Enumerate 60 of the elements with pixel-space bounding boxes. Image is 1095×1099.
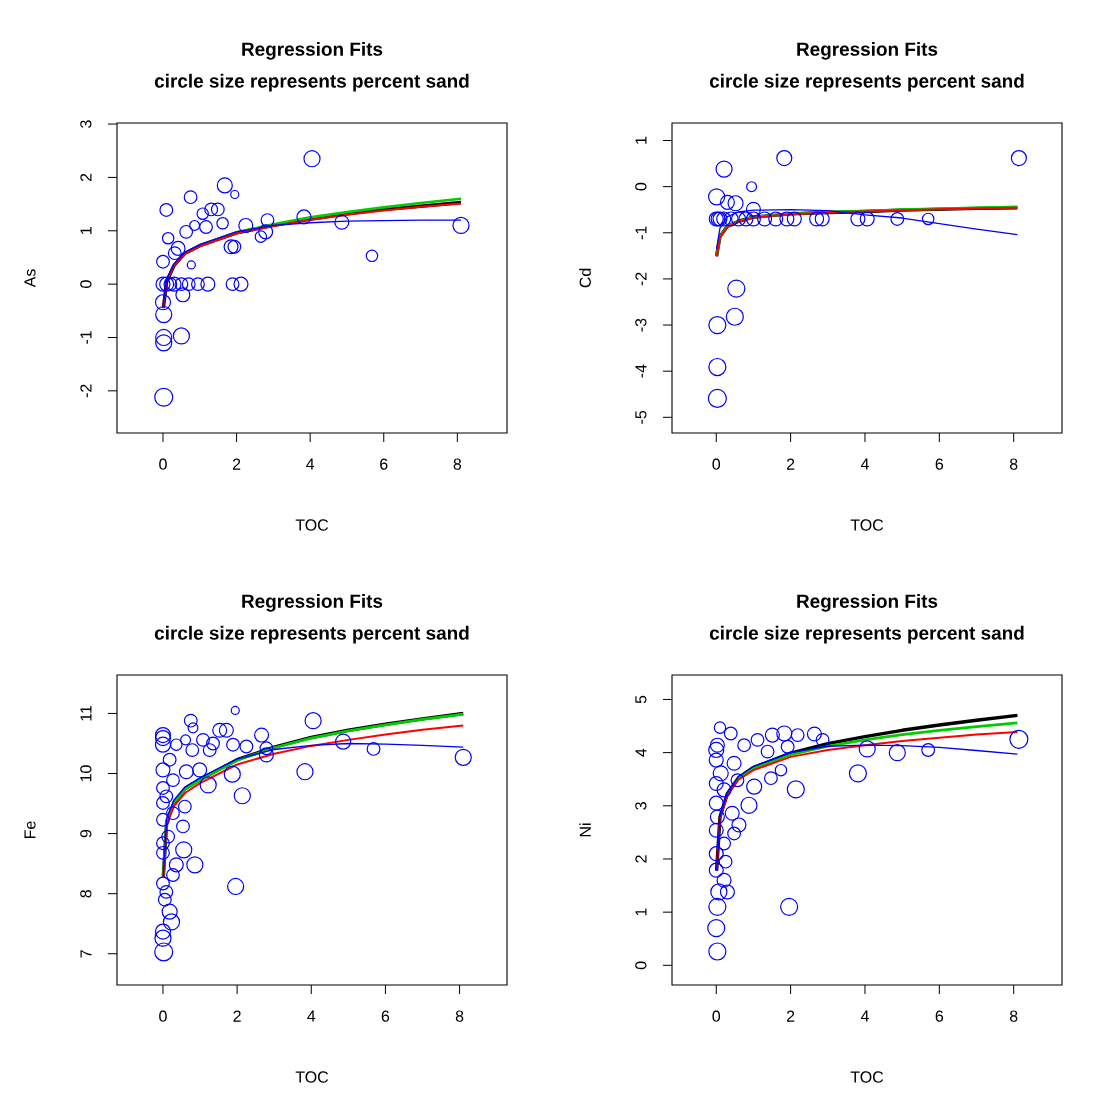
- x-tick-label: 2: [232, 458, 241, 470]
- x-tick-label: 4: [306, 458, 315, 470]
- x-tick-label: 0: [712, 1010, 721, 1022]
- chart-title: Regression Fits: [242, 41, 383, 60]
- x-tick-label: 0: [159, 1010, 167, 1022]
- x-tick-label: 8: [1009, 1010, 1018, 1022]
- y-tick-label: 1: [635, 136, 647, 144]
- x-tick-label: 8: [453, 458, 462, 470]
- x-tick-label: 4: [307, 1010, 316, 1022]
- y-tick-label: 2: [635, 855, 647, 863]
- x-tick-label: 8: [1009, 458, 1018, 470]
- y-tick-label: 9: [80, 829, 92, 838]
- chart-subtitle: circle size represents percent sand: [154, 73, 469, 92]
- chart-title: Regression Fits: [797, 41, 938, 60]
- y-tick-label: -3: [635, 318, 647, 332]
- x-tick-label: 4: [860, 458, 869, 470]
- x-axis-title: TOC: [295, 1071, 329, 1083]
- chart-subtitle: circle size represents percent sand: [154, 625, 469, 644]
- y-tick-label: 3: [80, 120, 92, 128]
- y-tick-label: -5: [635, 410, 647, 424]
- x-tick-label: 8: [455, 1010, 464, 1022]
- chart-title: Regression Fits: [797, 593, 938, 612]
- y-tick-label: 0: [80, 280, 92, 288]
- y-tick-label: -1: [635, 226, 647, 240]
- y-tick-label: 4: [635, 748, 647, 757]
- y-tick-label: 1: [80, 227, 92, 234]
- y-tick-label: -2: [635, 272, 647, 286]
- y-tick-label: -1: [80, 331, 92, 344]
- y-tick-label: -4: [635, 364, 647, 378]
- y-tick-label: 3: [635, 802, 647, 810]
- y-tick-label: 0: [635, 182, 647, 191]
- x-tick-label: 6: [935, 458, 944, 470]
- chart-subtitle: circle size represents percent sand: [709, 73, 1024, 92]
- x-tick-label: 2: [786, 458, 795, 470]
- x-tick-label: 2: [233, 1010, 241, 1022]
- x-axis-title: TOC: [295, 519, 329, 531]
- y-axis-title: As: [24, 269, 36, 288]
- y-tick-label: 5: [635, 695, 647, 704]
- x-tick-label: 2: [786, 1010, 795, 1022]
- x-axis-title: TOC: [850, 519, 884, 531]
- y-tick-label: 8: [80, 889, 92, 898]
- x-tick-label: 0: [159, 458, 167, 470]
- x-tick-label: 0: [712, 458, 721, 470]
- x-tick-label: 6: [381, 1010, 390, 1022]
- y-axis-title: Ni: [579, 823, 591, 837]
- y-tick-label: 7: [80, 950, 92, 958]
- x-tick-label: 6: [935, 1010, 944, 1022]
- x-tick-label: 6: [380, 458, 388, 470]
- y-axis-title: Cd: [579, 268, 591, 288]
- y-tick-label: 1: [635, 908, 647, 916]
- y-tick-label: 0: [635, 961, 647, 970]
- chart-title: Regression Fits: [242, 593, 383, 612]
- chart-subtitle: circle size represents percent sand: [709, 625, 1024, 644]
- y-axis-title: Fe: [24, 821, 36, 838]
- x-axis-title: TOC: [850, 1071, 884, 1083]
- y-tick-label: 2: [80, 173, 92, 182]
- y-tick-label: -2: [80, 384, 92, 398]
- y-tick-label: 10: [80, 765, 92, 782]
- y-tick-label: 11: [80, 705, 92, 721]
- x-tick-label: 4: [860, 1010, 869, 1022]
